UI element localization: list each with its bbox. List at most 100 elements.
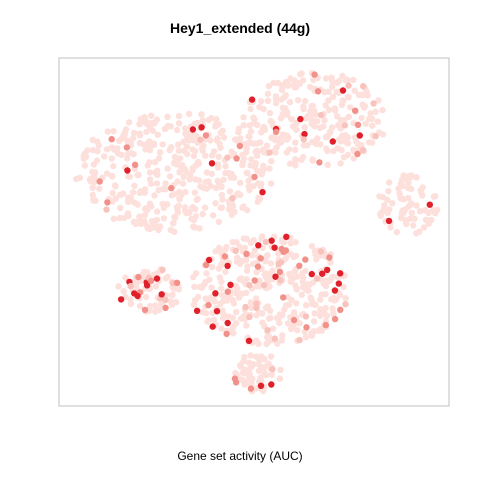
data-point — [396, 190, 403, 197]
data-point — [147, 303, 154, 310]
data-point — [233, 239, 240, 246]
data-point — [203, 270, 210, 277]
data-point — [372, 133, 379, 140]
data-point — [197, 136, 204, 143]
data-point — [215, 121, 222, 128]
data-point — [168, 184, 175, 192]
data-point — [115, 283, 122, 290]
data-point — [276, 375, 284, 382]
data-point — [237, 363, 244, 370]
data-point — [130, 129, 138, 137]
data-point — [353, 138, 360, 145]
data-point — [292, 146, 299, 154]
data-point — [117, 191, 124, 198]
data-point — [309, 156, 316, 163]
data-point — [334, 113, 341, 120]
data-point — [286, 160, 294, 167]
data-point — [253, 152, 261, 160]
data-point — [253, 300, 260, 307]
data-point — [326, 254, 333, 261]
data-point — [313, 140, 320, 148]
data-point — [251, 277, 258, 284]
data-point — [104, 199, 111, 206]
data-point — [430, 193, 438, 200]
data-point — [240, 122, 247, 129]
data-point — [162, 304, 169, 312]
data-point — [208, 284, 215, 291]
data-point — [222, 163, 229, 170]
data-point — [117, 204, 124, 212]
data-point — [337, 138, 344, 145]
data-point — [335, 280, 342, 287]
data-point — [189, 165, 196, 172]
data-point — [260, 123, 267, 131]
data-point — [152, 302, 159, 309]
data-point — [224, 319, 231, 327]
data-point — [239, 159, 247, 166]
data-point — [283, 136, 291, 143]
data-point — [298, 156, 305, 164]
data-point — [221, 253, 229, 260]
data-point — [146, 138, 153, 145]
data-point — [322, 291, 329, 298]
data-point — [328, 124, 336, 131]
data-point — [131, 161, 139, 168]
data-point — [292, 282, 299, 289]
data-point — [248, 156, 255, 163]
data-point — [248, 96, 256, 103]
data-point — [191, 283, 198, 290]
chart-title: Hey1_extended (44g) — [169, 20, 311, 36]
data-point — [209, 323, 216, 330]
data-point — [275, 260, 282, 267]
data-point — [361, 103, 369, 110]
data-point — [432, 210, 439, 217]
data-point — [215, 244, 223, 251]
data-point — [218, 261, 225, 268]
data-point — [264, 334, 271, 341]
data-point — [274, 79, 282, 87]
data-point — [110, 128, 117, 135]
data-point — [275, 314, 282, 322]
data-point — [189, 136, 196, 144]
data-point — [301, 130, 308, 138]
data-point — [246, 313, 253, 321]
data-point — [241, 381, 248, 388]
data-point — [154, 131, 161, 138]
data-point — [89, 168, 96, 176]
data-point — [253, 121, 261, 129]
data-point — [258, 364, 265, 371]
data-point — [296, 336, 303, 344]
data-point — [210, 316, 218, 324]
data-point — [212, 184, 220, 192]
data-point — [199, 117, 206, 124]
data-point — [311, 310, 318, 317]
data-point — [175, 147, 183, 154]
data-point — [176, 188, 183, 196]
data-point — [175, 141, 182, 148]
data-point — [284, 82, 292, 89]
data-point — [191, 120, 198, 128]
data-point — [227, 281, 234, 288]
data-point — [232, 282, 240, 290]
data-point — [247, 385, 255, 392]
data-point — [287, 115, 295, 123]
data-point — [329, 305, 336, 312]
data-point — [393, 228, 400, 236]
data-point — [276, 139, 283, 146]
data-point — [419, 192, 426, 199]
data-point — [103, 146, 111, 153]
data-point — [124, 167, 131, 174]
data-point — [228, 211, 235, 218]
data-point — [175, 112, 183, 120]
data-point — [218, 183, 225, 190]
data-point — [143, 282, 151, 289]
data-point — [253, 353, 260, 360]
data-point — [243, 140, 251, 147]
data-point — [222, 268, 229, 275]
data-point — [256, 195, 264, 202]
data-point — [180, 173, 187, 181]
data-point — [232, 289, 239, 297]
data-point — [277, 277, 284, 284]
data-point — [316, 159, 323, 166]
data-point — [339, 87, 347, 94]
